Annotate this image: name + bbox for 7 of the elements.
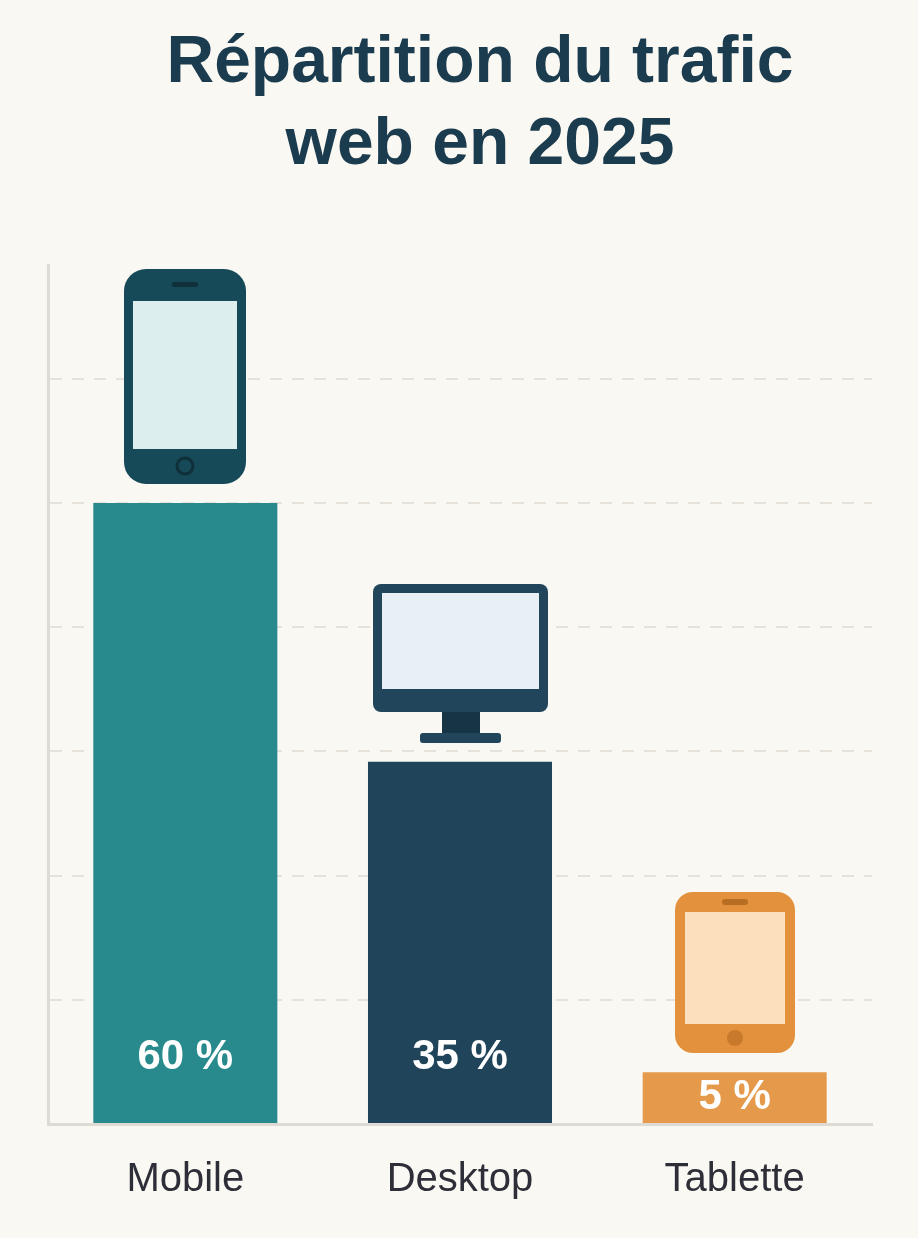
data-label: 5 % (698, 1071, 771, 1119)
data-label: 60 % (137, 1030, 234, 1078)
x-tick-label: Desktop (386, 1155, 534, 1200)
x-tick-label: Tablette (664, 1155, 805, 1200)
chart-title: Répartition du trafic web en 2025 (165, 21, 795, 180)
data-label: 35 % (412, 1030, 508, 1078)
x-tick-label: Mobile (126, 1155, 245, 1200)
